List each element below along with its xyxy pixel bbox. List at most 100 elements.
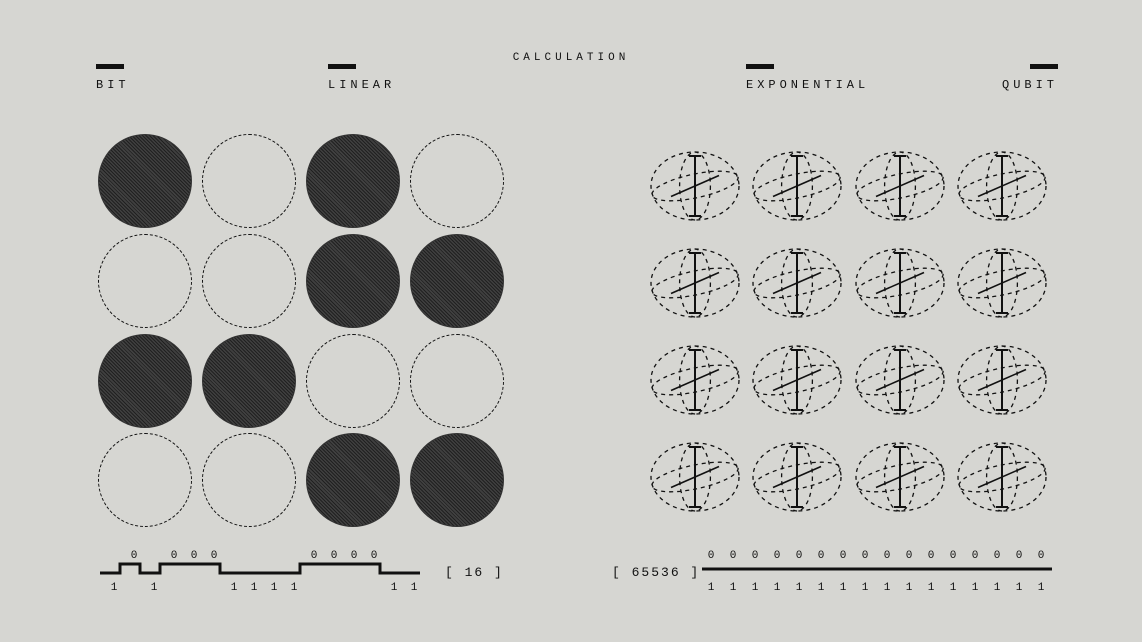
tick-label: 1	[284, 582, 304, 594]
tick-label: 0	[700, 550, 722, 562]
tick-label	[184, 582, 204, 594]
quantum-result: [ 65536 ]	[612, 565, 700, 580]
label-linear-text: LINEAR	[328, 78, 395, 92]
tick-label: 0	[810, 550, 832, 562]
classical-ones-row: 11111111	[104, 582, 424, 594]
qubit-sphere-icon	[953, 241, 1051, 326]
bit-cell-empty	[98, 234, 192, 328]
quantum-bar-icon	[700, 562, 1056, 576]
tick-label: 1	[876, 582, 898, 594]
tick-label: 1	[744, 582, 766, 594]
page-title: CALCULATION	[513, 52, 630, 64]
tick-label: 0	[986, 550, 1008, 562]
bit-grid	[98, 134, 508, 529]
tick-label	[344, 582, 364, 594]
quantum-ones-row: 1111111111111111	[700, 582, 1052, 594]
qubit-sphere-icon	[646, 144, 744, 229]
tick-label	[204, 582, 224, 594]
tick-label: 0	[854, 550, 876, 562]
tick-label: 1	[1008, 582, 1030, 594]
bit-cell-empty	[202, 234, 296, 328]
classical-result-value: 16	[465, 565, 485, 580]
tick-label	[284, 550, 304, 562]
qubit-sphere-icon	[851, 434, 949, 519]
quantum-result-value: 65536	[632, 565, 681, 580]
tick-label: 1	[832, 582, 854, 594]
tick-label: 1	[964, 582, 986, 594]
bit-cell-empty	[202, 433, 296, 527]
qubit-grid	[646, 144, 1051, 519]
tick-label	[104, 550, 124, 562]
tick-label: 1	[854, 582, 876, 594]
tick-label: 0	[722, 550, 744, 562]
tick-label: 1	[722, 582, 744, 594]
bit-cell-filled	[306, 234, 400, 328]
tick-label: 1	[244, 582, 264, 594]
tick-label	[144, 550, 164, 562]
tick-label: 0	[364, 550, 384, 562]
tick-label	[364, 582, 384, 594]
label-bar-icon	[96, 64, 124, 69]
label-bar-icon	[328, 64, 356, 69]
tick-label: 0	[964, 550, 986, 562]
tick-label: 0	[324, 550, 344, 562]
label-qubit-text: QUBIT	[1002, 78, 1058, 92]
tick-label: 1	[404, 582, 424, 594]
tick-label: 1	[224, 582, 244, 594]
classical-result: [ 16 ]	[445, 565, 504, 580]
tick-label	[264, 550, 284, 562]
classical-zeros-row: 00000000	[104, 550, 424, 562]
quantum-ruler: 0000000000000000 1111111111111111	[700, 550, 1060, 596]
qubit-sphere-icon	[646, 241, 744, 326]
tick-label: 1	[788, 582, 810, 594]
qubit-sphere-icon	[748, 144, 846, 229]
classical-waveform-icon	[98, 562, 422, 576]
tick-label: 0	[124, 550, 144, 562]
bit-cell-filled	[202, 334, 296, 428]
tick-label: 0	[788, 550, 810, 562]
qubit-sphere-icon	[953, 338, 1051, 423]
tick-label: 1	[986, 582, 1008, 594]
tick-label: 1	[104, 582, 124, 594]
label-linear: LINEAR	[328, 64, 395, 92]
tick-label: 0	[204, 550, 224, 562]
tick-label	[224, 550, 244, 562]
tick-label: 0	[766, 550, 788, 562]
tick-label: 1	[810, 582, 832, 594]
bit-cell-filled	[98, 134, 192, 228]
label-bit: BIT	[96, 64, 130, 92]
tick-label	[304, 582, 324, 594]
tick-label: 1	[1030, 582, 1052, 594]
tick-label: 1	[384, 582, 404, 594]
tick-label: 0	[744, 550, 766, 562]
tick-label	[244, 550, 264, 562]
tick-label: 1	[144, 582, 164, 594]
label-exponential-text: EXPONENTIAL	[746, 78, 869, 92]
bit-cell-empty	[98, 433, 192, 527]
qubit-sphere-icon	[646, 338, 744, 423]
tick-label: 1	[920, 582, 942, 594]
tick-label: 0	[164, 550, 184, 562]
tick-label	[324, 582, 344, 594]
qubit-sphere-icon	[953, 434, 1051, 519]
tick-label: 0	[942, 550, 964, 562]
qubit-sphere-icon	[748, 338, 846, 423]
label-bar-icon	[1030, 64, 1058, 69]
tick-label	[384, 550, 404, 562]
tick-label: 1	[700, 582, 722, 594]
bit-cell-filled	[306, 134, 400, 228]
bit-cell-empty	[306, 334, 400, 428]
tick-label: 0	[1030, 550, 1052, 562]
qubit-sphere-icon	[851, 241, 949, 326]
tick-label	[124, 582, 144, 594]
label-bit-text: BIT	[96, 78, 130, 92]
label-exponential: EXPONENTIAL	[746, 64, 869, 92]
tick-label: 0	[898, 550, 920, 562]
label-qubit: QUBIT	[1002, 64, 1058, 92]
tick-label: 0	[344, 550, 364, 562]
qubit-sphere-icon	[851, 338, 949, 423]
tick-label: 1	[264, 582, 284, 594]
label-bar-icon	[746, 64, 774, 69]
qubit-sphere-icon	[748, 241, 846, 326]
bit-cell-empty	[410, 334, 504, 428]
